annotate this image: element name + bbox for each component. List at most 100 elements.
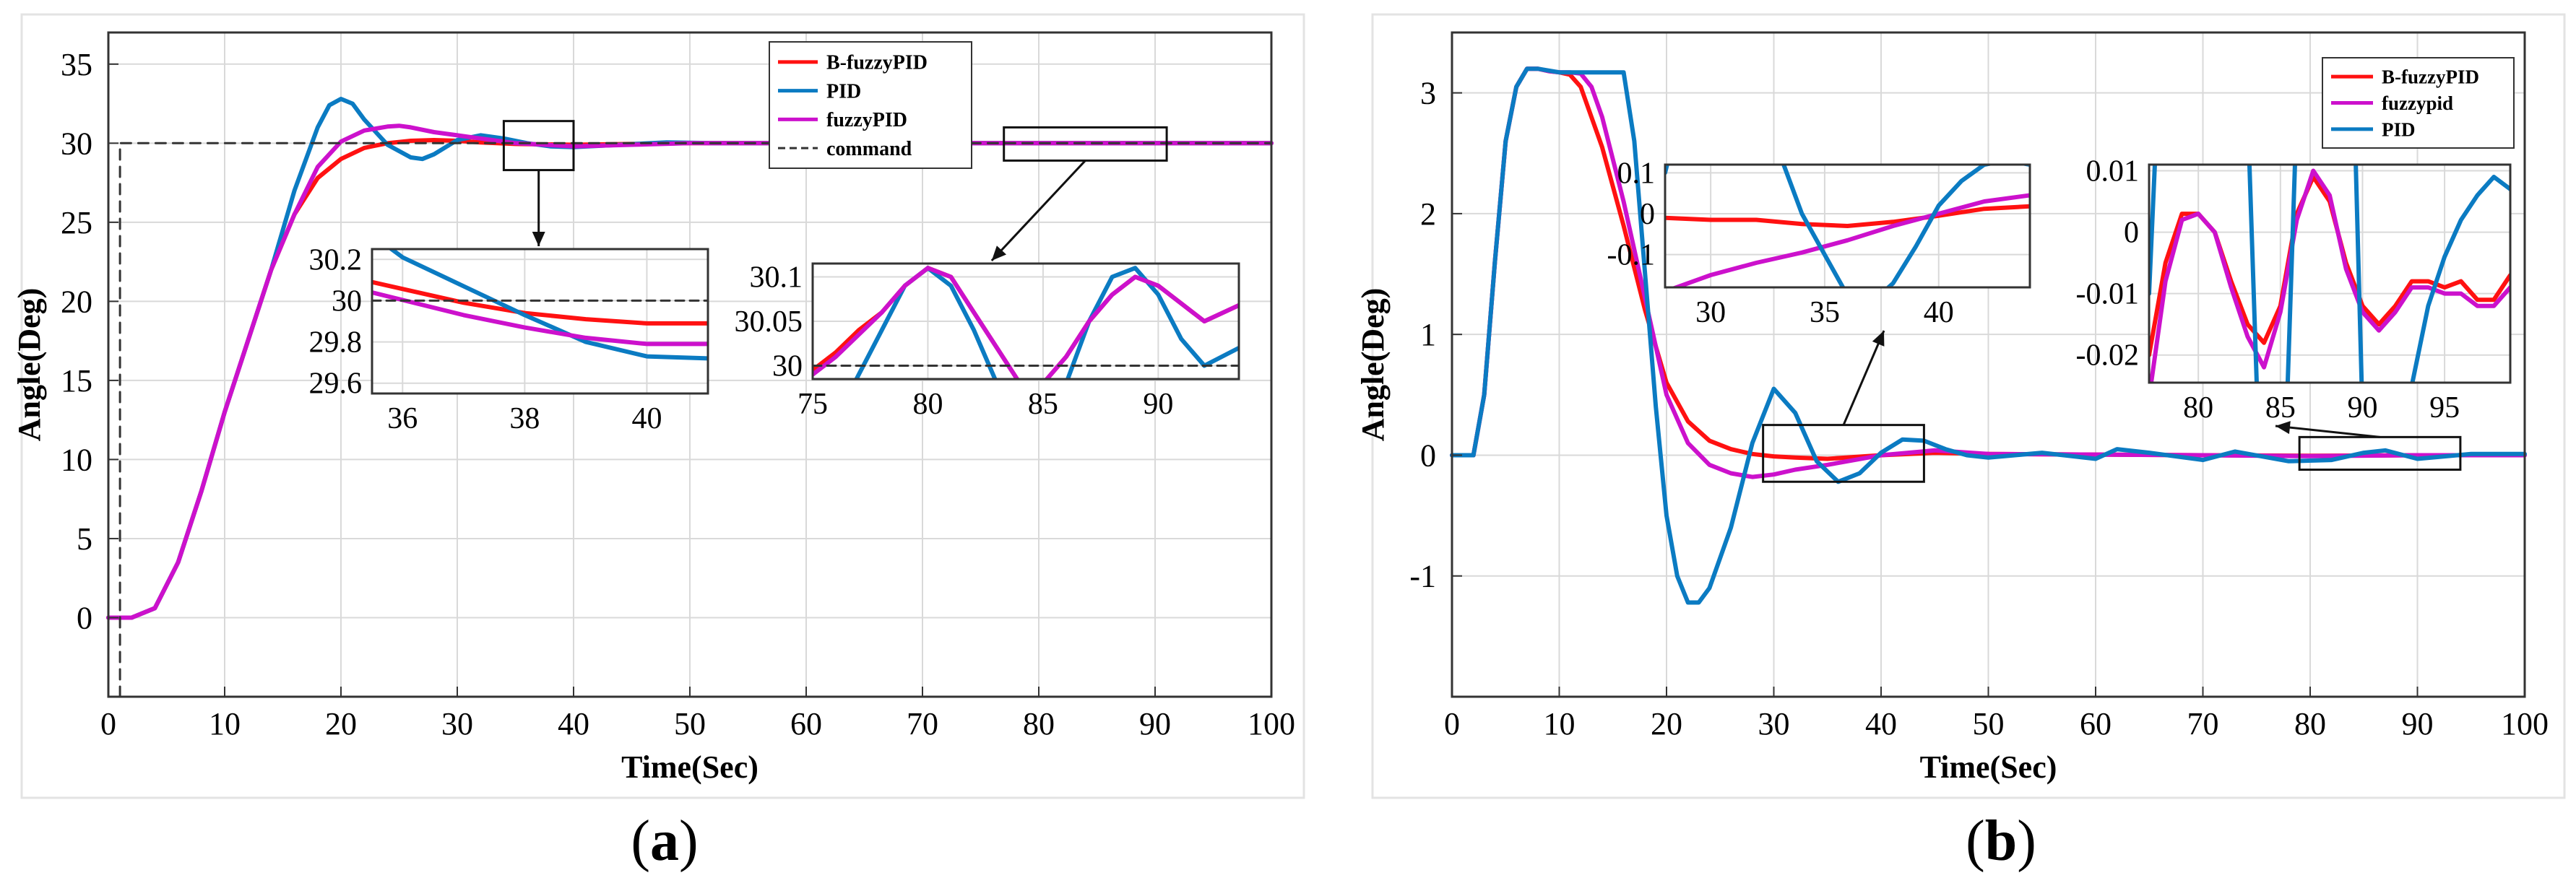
caption-b: (b) xyxy=(1966,809,2036,873)
zoom-arrow-head xyxy=(1872,331,1885,347)
x-tick-label: 100 xyxy=(1248,706,1295,741)
inset-series-line-pid xyxy=(1665,165,2030,287)
inset-y-tick-label: 30 xyxy=(332,284,362,318)
inset-x-tick-label: 36 xyxy=(387,402,418,435)
inset-x-tick-label: 30 xyxy=(1695,296,1726,329)
x-axis-label: Time(Sec) xyxy=(621,749,758,785)
x-tick-label: 40 xyxy=(1865,706,1897,741)
inset-y-tick-label: 29.8 xyxy=(309,326,363,360)
zoom-arrow xyxy=(1842,330,1885,426)
x-tick-label: 70 xyxy=(907,706,938,741)
inset-series-line-fuzzypid xyxy=(1669,193,2030,287)
x-tick-label: 0 xyxy=(1444,706,1460,741)
caption-a-letter: a xyxy=(650,809,679,873)
inset-x-tick-label: 75 xyxy=(798,388,828,421)
x-tick-label: 30 xyxy=(1758,706,1790,741)
x-tick-label: 20 xyxy=(325,706,357,741)
inset-series-line-fuzzypid xyxy=(2149,168,2510,383)
legend-label-pid: PID xyxy=(2382,118,2416,140)
y-tick-label: -1 xyxy=(1409,559,1436,594)
inset-x-tick-label: 80 xyxy=(912,388,943,421)
inset-series-line-b-fuzzypid xyxy=(1665,204,2030,228)
x-axis-label: Time(Sec) xyxy=(1920,749,2057,785)
inset-x-tick-label: 40 xyxy=(631,402,662,435)
inset-series-line-pid xyxy=(2149,165,2510,383)
legend: B-fuzzyPID PID fuzzyPID command xyxy=(769,41,972,169)
inset-x-tick-label: 85 xyxy=(2265,391,2296,425)
legend-label-pid: PID xyxy=(826,80,861,103)
inset-2: 80 85 90 95 -0.02 -0.01 0 0.01 xyxy=(2076,155,2512,425)
y-tick-label: 3 xyxy=(1420,76,1436,111)
legend-label-fuzzypid: fuzzypid xyxy=(2382,92,2453,114)
zoom-arrow-head xyxy=(2275,421,2291,435)
inset-frame xyxy=(811,262,1240,380)
inset-y-tick-label: -0.1 xyxy=(1607,239,1656,272)
inset-series-line-pid xyxy=(387,249,708,361)
inset-x-tick-label: 95 xyxy=(2429,391,2460,425)
inset-y-tick-label: 29.6 xyxy=(309,367,363,401)
inset-x-tick-label: 90 xyxy=(2347,391,2377,425)
zoom-arrow xyxy=(990,160,1086,262)
inset-y-tick-label: 0.1 xyxy=(1617,157,1656,190)
y-tick-label: 25 xyxy=(61,205,92,240)
x-tick-label: 100 xyxy=(2501,706,2549,741)
legend-label-command: command xyxy=(826,138,912,160)
inset-series-line-b-fuzzypid xyxy=(372,279,708,326)
caption-a: (a) xyxy=(631,809,699,873)
panel-b-frame xyxy=(1371,13,2566,799)
inset-x-tick-label: 90 xyxy=(1143,388,1173,421)
x-tick-label: 80 xyxy=(1023,706,1055,741)
inset-y-tick-label: 30 xyxy=(772,350,803,383)
y-axis-label: Angle(Deg) xyxy=(1355,288,1391,442)
x-tick-label: 0 xyxy=(100,706,116,741)
chart-a: 0 10 20 30 40 50 60 70 80 90 100 0 5 10 15 20 25 30 35 Time… xyxy=(12,31,1295,785)
x-tick-label: 90 xyxy=(1139,706,1171,741)
y-tick-label: 0 xyxy=(77,600,92,635)
inset-y-tick-label: 0.01 xyxy=(2086,155,2140,188)
inset-x-tick-label: 40 xyxy=(1924,296,1954,329)
inset-series-line-pid xyxy=(854,266,1239,379)
inset-x-tick-label: 38 xyxy=(509,402,540,435)
y-tick-label: 2 xyxy=(1420,196,1436,232)
inset-y-tick-label: -0.01 xyxy=(2076,278,2140,311)
inset-frame xyxy=(2148,163,2512,384)
x-tick-label: 30 xyxy=(441,706,473,741)
x-tick-label: 70 xyxy=(2187,706,2219,741)
inset-x-tick-label: 80 xyxy=(2183,391,2213,425)
x-tick-label: 90 xyxy=(2402,706,2434,741)
inset-1: 30 35 40 -0.1 0 0.1 xyxy=(1607,157,2031,329)
x-tick-label: 10 xyxy=(1544,706,1576,741)
zoom-arrow-head xyxy=(532,232,545,246)
inset-frame xyxy=(1664,163,2031,289)
inset-2: 75 80 85 90 30 30.05 30.1 xyxy=(735,261,1240,421)
y-tick-label: 35 xyxy=(61,47,92,82)
legend-label-b-fuzzypid: B-fuzzyPID xyxy=(826,52,928,74)
inset-y-tick-label: -0.02 xyxy=(2076,339,2140,373)
caption-b-letter: b xyxy=(1984,809,2018,873)
x-tick-label: 60 xyxy=(2080,706,2112,741)
y-tick-label: 15 xyxy=(61,363,92,399)
inset-frame xyxy=(371,248,709,395)
inset-series-line-fuzzypid xyxy=(813,266,1239,379)
inset-x-tick-label: 85 xyxy=(1028,388,1058,421)
y-tick-label: 20 xyxy=(61,284,92,319)
zoom-arrow-head xyxy=(991,245,1007,261)
inset-y-tick-label: 30.2 xyxy=(309,243,363,277)
x-tick-label: 50 xyxy=(1973,706,2005,741)
x-tick-label: 40 xyxy=(558,706,589,741)
inset-x-tick-label: 35 xyxy=(1810,296,1840,329)
series-line-command xyxy=(118,142,1273,698)
y-tick-label: 10 xyxy=(61,442,92,477)
zoom-arrow xyxy=(2275,425,2380,438)
inset-y-tick-label: 30.1 xyxy=(750,261,803,294)
inset-y-tick-label: 0 xyxy=(1640,198,1655,231)
y-tick-label: 0 xyxy=(1420,438,1436,473)
legend-label-b-fuzzypid: B-fuzzyPID xyxy=(2382,66,2479,88)
inset-series-line-fuzzypid xyxy=(372,290,708,347)
chart-b: 0 10 20 30 40 50 60 70 80 90 100 -1 0 1 2 3 Time(Sec) Ang… xyxy=(1355,31,2549,785)
inset-y-tick-label: 30.05 xyxy=(735,305,803,339)
y-tick-label: 5 xyxy=(77,521,92,557)
series-line-pid xyxy=(1450,66,2527,605)
panel-a-frame xyxy=(20,13,1305,799)
